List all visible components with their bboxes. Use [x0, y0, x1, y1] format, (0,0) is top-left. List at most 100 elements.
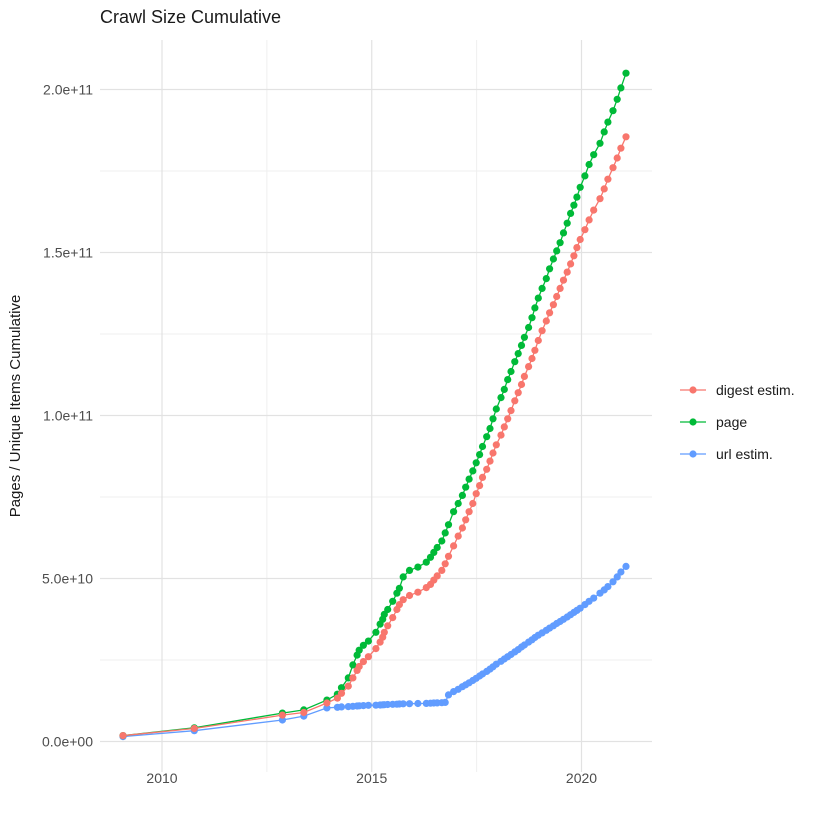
data-point [507, 407, 515, 415]
data-point [576, 183, 584, 191]
data-point [525, 363, 533, 371]
data-point [528, 354, 536, 363]
data-point [514, 350, 522, 358]
data-point [372, 628, 380, 636]
data-point [617, 144, 625, 152]
series-url-estim- [119, 562, 630, 741]
data-point [617, 568, 625, 576]
data-point [531, 346, 539, 354]
data-point [542, 275, 550, 283]
data-point [476, 451, 484, 459]
data-point [504, 415, 512, 423]
data-point [344, 682, 352, 690]
data-point [538, 284, 546, 292]
data-point [483, 433, 491, 441]
data-point [483, 465, 491, 473]
data-point [414, 563, 422, 571]
data-point [556, 284, 564, 292]
data-point [581, 172, 589, 180]
data-point [613, 95, 621, 103]
data-point [622, 69, 630, 77]
data-point [573, 244, 581, 252]
data-point [384, 605, 392, 614]
data-point [359, 658, 367, 666]
y-tick-label: 5.0e+10 [42, 571, 93, 587]
data-point [465, 508, 473, 516]
legend-key-page-icon [689, 418, 697, 426]
data-point [500, 423, 508, 431]
data-point [414, 588, 422, 596]
data-point [507, 367, 515, 376]
data-point [337, 703, 346, 711]
data-point [444, 552, 453, 560]
data-point [504, 376, 512, 384]
data-point [441, 560, 449, 568]
x-tick-label: 2010 [146, 770, 177, 786]
data-point [359, 641, 367, 649]
data-point [622, 133, 630, 141]
data-point [300, 708, 308, 717]
data-point [478, 473, 487, 481]
legend-item-digest: digest estim. [680, 382, 795, 398]
y-tick-label: 1.5e+11 [43, 245, 93, 261]
data-point [596, 195, 604, 203]
gridlines-minor [100, 40, 652, 772]
data-point [534, 294, 542, 302]
legend-label-digest: digest estim. [716, 382, 795, 398]
data-point [364, 653, 372, 661]
data-point [323, 699, 331, 707]
data-point [489, 449, 497, 457]
y-axis-tick-labels: 0.0e+00 5.0e+10 1.0e+11 1.5e+11 2.0e+11 [42, 82, 93, 750]
data-point [399, 700, 407, 708]
x-tick-label: 2020 [566, 770, 597, 786]
data-point [559, 229, 568, 237]
y-axis-title: Pages / Unique Items Cumulative [7, 295, 24, 518]
data-point [613, 154, 621, 162]
data-point [576, 235, 584, 244]
data-point [573, 193, 581, 201]
data-point [546, 265, 554, 273]
data-point [590, 594, 598, 602]
legend-item-page: page [680, 414, 747, 430]
data-point [337, 684, 346, 692]
y-tick-label: 0.0e+00 [42, 734, 93, 750]
data-point [609, 107, 617, 115]
data-point [514, 389, 522, 397]
chart-title: Crawl Size Cumulative [100, 7, 281, 27]
data-point [570, 201, 578, 209]
data-point [438, 537, 446, 545]
y-tick-label: 2.0e+11 [43, 82, 93, 98]
data-point [438, 566, 446, 575]
data-point [454, 499, 462, 508]
data-point [604, 583, 612, 591]
data-point [472, 490, 480, 498]
data-point [450, 542, 458, 550]
data-point [590, 151, 598, 159]
data-point [444, 521, 453, 529]
gridlines-major [100, 40, 652, 772]
data-point [364, 637, 372, 645]
data-point [399, 596, 407, 604]
data-point [462, 516, 470, 524]
data-point [478, 442, 487, 451]
data-point [517, 341, 526, 349]
data-point [500, 385, 508, 393]
data-point [570, 252, 578, 260]
data-point [462, 483, 470, 491]
series-page [119, 69, 630, 740]
data-point [444, 691, 453, 699]
data-point [476, 482, 484, 490]
data-point [517, 380, 526, 389]
data-point [604, 175, 612, 183]
data-point [486, 457, 494, 465]
data-point [333, 694, 341, 702]
data-point [349, 661, 357, 669]
data-point [465, 475, 473, 483]
legend-key-url-icon [689, 450, 697, 458]
data-point [278, 711, 286, 719]
data-point [553, 247, 561, 255]
legend: digest estim. page url estim. [680, 382, 795, 462]
data-point [441, 698, 449, 707]
data-point [609, 164, 617, 172]
